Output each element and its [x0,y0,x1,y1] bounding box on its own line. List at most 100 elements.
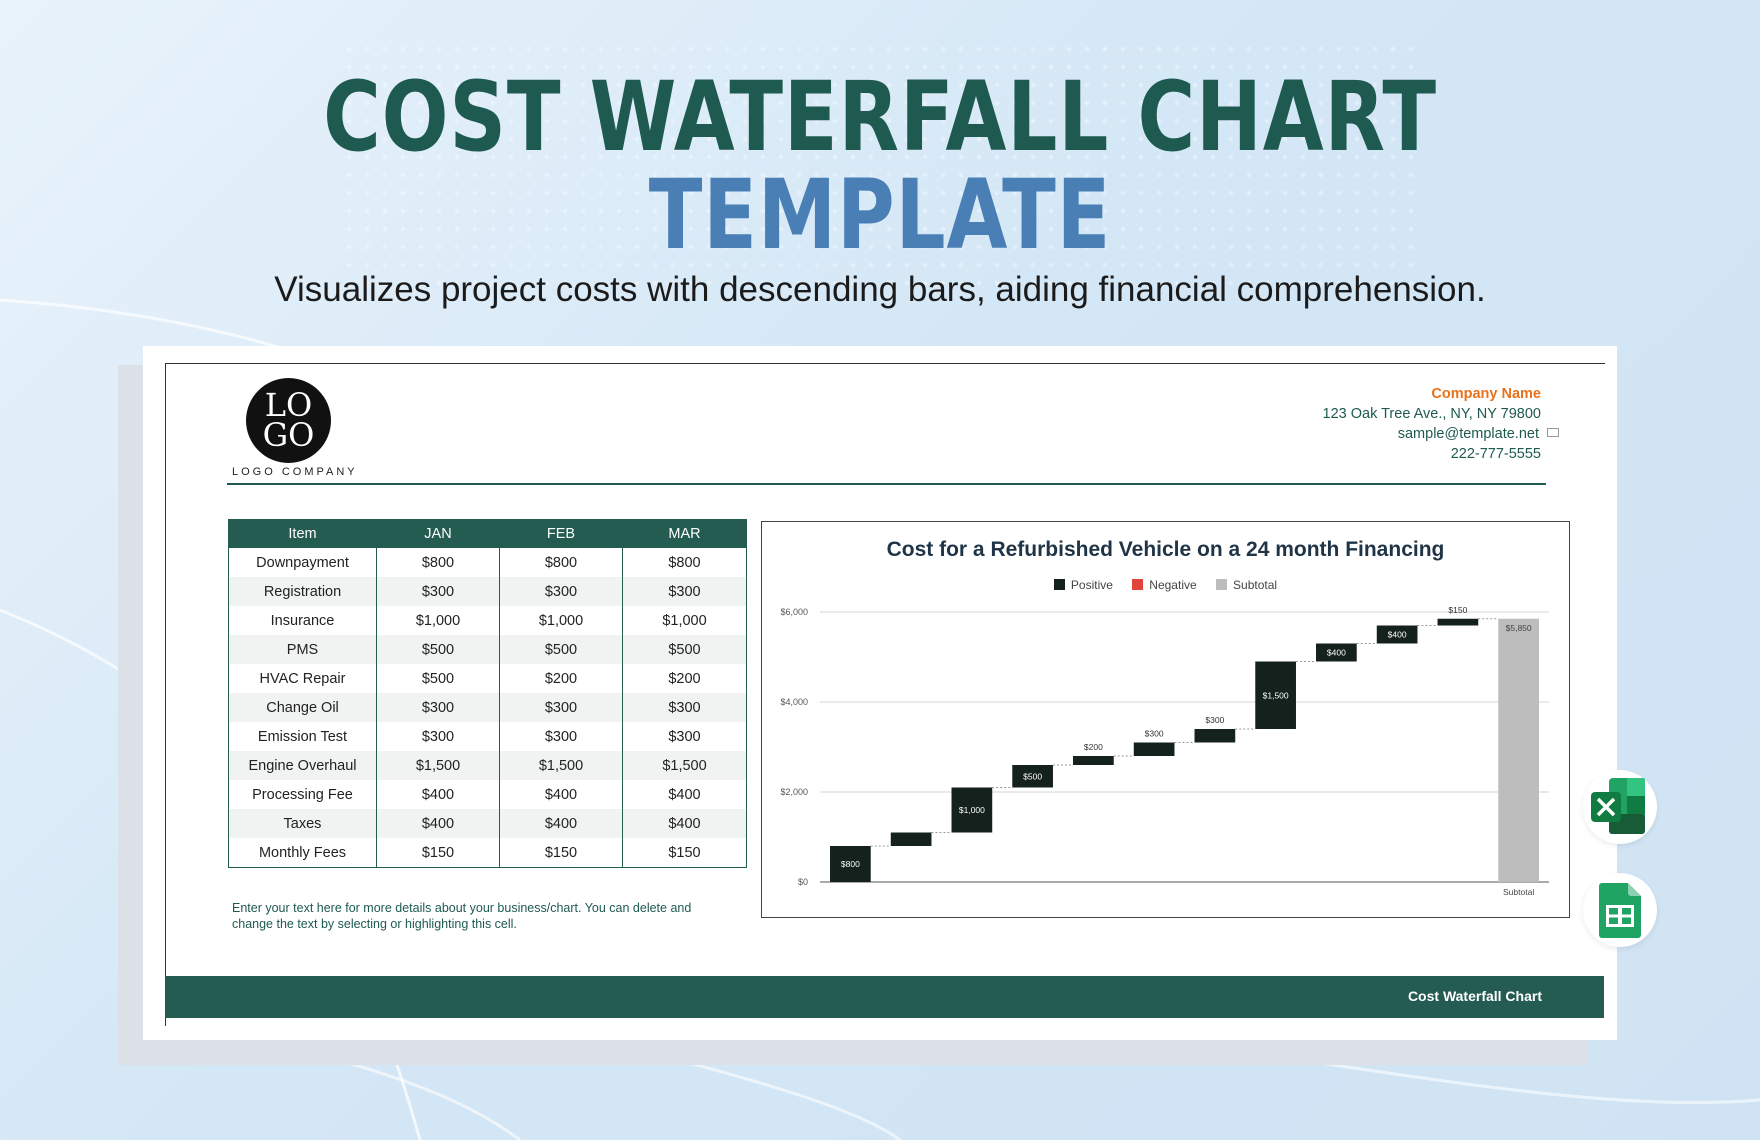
y-tick-label: $2,000 [780,787,808,797]
value-cell[interactable]: $150 [376,838,500,868]
item-cell[interactable]: PMS [228,635,377,664]
value-cell[interactable]: $1,000 [499,606,623,635]
y-tick-label: $0 [798,877,808,887]
table-header-cell[interactable]: FEB [499,519,623,548]
excel-badge[interactable] [1583,770,1657,844]
value-cell[interactable]: $300 [499,693,623,722]
value-cell[interactable]: $400 [622,780,747,809]
company-email-row: sample@template.net [1323,424,1559,444]
value-cell[interactable]: $500 [499,635,623,664]
logo-mark: LO GO [246,378,331,463]
item-cell[interactable]: Processing Fee [228,780,377,809]
value-cell[interactable]: $500 [376,664,500,693]
value-cell[interactable]: $300 [376,577,500,606]
value-cell[interactable]: $300 [499,722,623,751]
excel-icon [1591,778,1645,834]
data-label: $300 [1205,715,1224,725]
notes-text[interactable]: Enter your text here for more details ab… [232,901,692,931]
value-cell[interactable]: $1,500 [376,751,500,780]
hero-title-line1: COST WATERFALL CHART [323,61,1437,173]
waterfall-bar [1012,765,1053,788]
data-label: $300 [1145,729,1164,739]
waterfall-chart: Cost for a Refurbished Vehicle on a 24 m… [761,521,1570,918]
y-tick-label: $6,000 [780,607,808,617]
item-cell[interactable]: Change Oil [228,693,377,722]
data-label: $1,000 [959,805,985,815]
company-email: sample@template.net [1397,426,1539,442]
item-cell[interactable]: Engine Overhaul [228,751,377,780]
legend-swatch [1053,579,1065,590]
chart-legend: Positive Negative Subtotal [762,578,1569,592]
item-cell[interactable]: Taxes [228,809,377,838]
item-cell[interactable]: Downpayment [228,547,377,577]
value-cell[interactable]: $400 [499,809,623,838]
company-phone: 222-777-5555 [1450,446,1541,462]
value-cell[interactable]: $1,500 [622,751,747,780]
waterfall-bar [1376,625,1418,644]
value-cell[interactable]: $300 [499,577,623,606]
value-cell[interactable]: $800 [376,547,500,577]
value-cell[interactable]: $500 [622,635,747,664]
value-cell[interactable]: $400 [499,780,623,809]
waterfall-bar [1133,742,1175,756]
value-cell[interactable]: $150 [499,838,623,868]
item-cell[interactable]: Monthly Fees [228,838,377,868]
legend-label: Positive [1070,578,1113,592]
table-row: Taxes $400 $400 $400 [228,809,747,838]
value-cell[interactable]: $300 [376,693,500,722]
data-label: $400 [1327,648,1346,658]
table-header-cell[interactable]: JAN [376,519,500,548]
value-cell[interactable]: $800 [622,547,747,577]
value-cell[interactable]: $400 [622,809,747,838]
logo-text-line2: GO [262,416,315,454]
value-cell[interactable]: $1,000 [376,606,500,635]
company-info: Company Name 123 Oak Tree Ave., NY, NY 7… [1322,384,1559,464]
item-cell[interactable]: Emission Test [228,722,377,751]
waterfall-bar [951,787,993,833]
value-cell[interactable]: $500 [376,635,500,664]
waterfall-bar [1194,729,1236,743]
value-cell[interactable]: $1,500 [499,751,623,780]
footer-bar: Cost Waterfall Chart [165,976,1604,1018]
legend-item-negative: Negative [1132,578,1197,592]
table-row: Downpayment $800 $800 $800 [228,547,747,577]
waterfall-bar [1316,643,1357,662]
table-row: HVAC Repair $500 $200 $200 [228,664,747,693]
data-label: $800 [841,859,860,869]
google-sheets-icon [1599,883,1641,938]
value-cell[interactable]: $400 [376,809,500,838]
value-cell[interactable]: $200 [499,664,623,693]
data-label: $400 [1388,630,1407,640]
value-cell[interactable]: $200 [622,664,747,693]
item-cell[interactable]: HVAC Repair [228,664,377,693]
table-row: Change Oil $300 $300 $300 [228,693,747,722]
table-header-row: Item JAN FEB MAR [228,519,747,548]
data-label: $500 [1023,771,1042,781]
table-header-cell[interactable]: Item [228,519,377,548]
waterfall-bar [830,846,871,882]
waterfall-bar [1255,661,1296,729]
value-cell[interactable]: $300 [622,577,747,606]
company-address: 123 Oak Tree Ave., NY, NY 79800 [1322,406,1541,422]
data-label: $200 [1084,742,1103,752]
value-cell[interactable]: $300 [622,693,747,722]
data-label: $1,500 [1263,690,1289,700]
value-cell[interactable]: $150 [622,838,747,868]
value-cell[interactable]: $1,000 [622,606,747,635]
hero-subtitle: Visualizes project costs with descending… [274,270,1486,309]
table-row: Emission Test $300 $300 $300 [228,722,747,751]
table-row: Insurance $1,000 $1,000 $1,000 [228,606,747,635]
table-header-cell[interactable]: MAR [622,519,747,548]
value-cell[interactable]: $300 [376,722,500,751]
item-cell[interactable]: Insurance [228,606,377,635]
value-cell[interactable]: $300 [622,722,747,751]
logo-text-line1: LO [264,386,313,424]
sheets-badge[interactable] [1583,873,1657,947]
value-cell[interactable]: $800 [499,547,623,577]
value-cell[interactable]: $400 [376,780,500,809]
mail-icon [1547,427,1559,437]
legend-item-subtotal: Subtotal [1216,578,1277,592]
item-cell[interactable]: Registration [228,577,377,606]
cost-table: Item JAN FEB MAR Downpayment $800 $800 $800… [228,519,747,868]
table-row: Registration $300 $300 $300 [228,577,747,606]
